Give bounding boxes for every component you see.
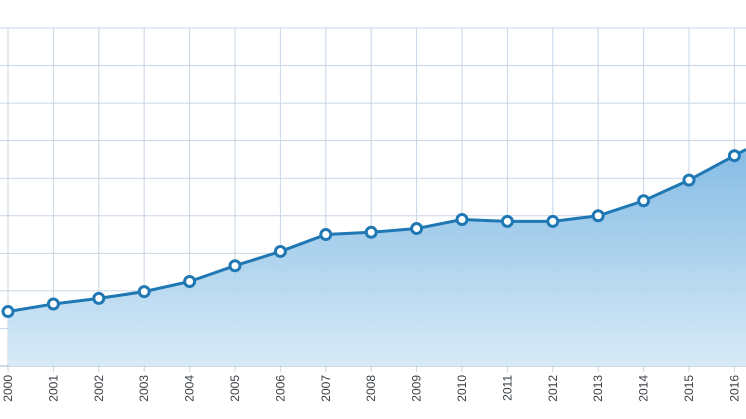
x-tick-label: 2008: [364, 375, 378, 402]
data-point-2011: [500, 214, 514, 228]
data-point-2007: [319, 228, 333, 242]
x-tick-label: 2005: [228, 375, 242, 402]
data-point-2013: [591, 209, 605, 223]
x-tick-label: 2010: [455, 375, 469, 402]
x-tick-label: 2004: [183, 375, 197, 402]
data-point-2014: [637, 194, 651, 208]
data-points: [1, 149, 741, 319]
x-tick-label: 2011: [500, 375, 514, 401]
x-tick-label: 2006: [273, 375, 287, 402]
data-point-2000: [1, 305, 15, 319]
series-line: [7, 148, 746, 314]
data-point-2009: [410, 222, 424, 236]
data-point-2015: [682, 173, 696, 187]
x-tick-label: 2002: [92, 375, 106, 402]
x-tick-label: 2003: [137, 375, 151, 402]
data-point-2008: [364, 225, 378, 239]
x-tick-label: 2007: [319, 375, 333, 402]
data-point-2005: [228, 259, 242, 273]
data-point-2012: [546, 214, 560, 228]
data-point-2003: [137, 285, 151, 299]
x-axis-tick-labels: 2000 2001 2002 2003 2004 2005 2006 2007 2008 2009…: [1, 375, 741, 402]
data-point-2002: [92, 291, 106, 305]
x-tick-label: 2015: [682, 375, 696, 402]
data-point-2001: [46, 297, 60, 311]
x-tick-label: 2014: [637, 375, 651, 402]
data-point-2004: [183, 275, 197, 288]
x-tick-label: 2001: [46, 375, 60, 402]
data-point-2010: [455, 213, 469, 227]
area-fill: [8, 149, 746, 366]
x-tick-label: 2016: [727, 375, 741, 402]
x-tick-label: 2000: [1, 375, 15, 402]
data-point-2006: [273, 244, 287, 258]
x-tick-label: 2013: [591, 375, 605, 402]
data-point-2016: [727, 149, 741, 163]
x-tick-label: 2012: [546, 375, 560, 402]
x-tick-label: 2009: [410, 375, 424, 402]
